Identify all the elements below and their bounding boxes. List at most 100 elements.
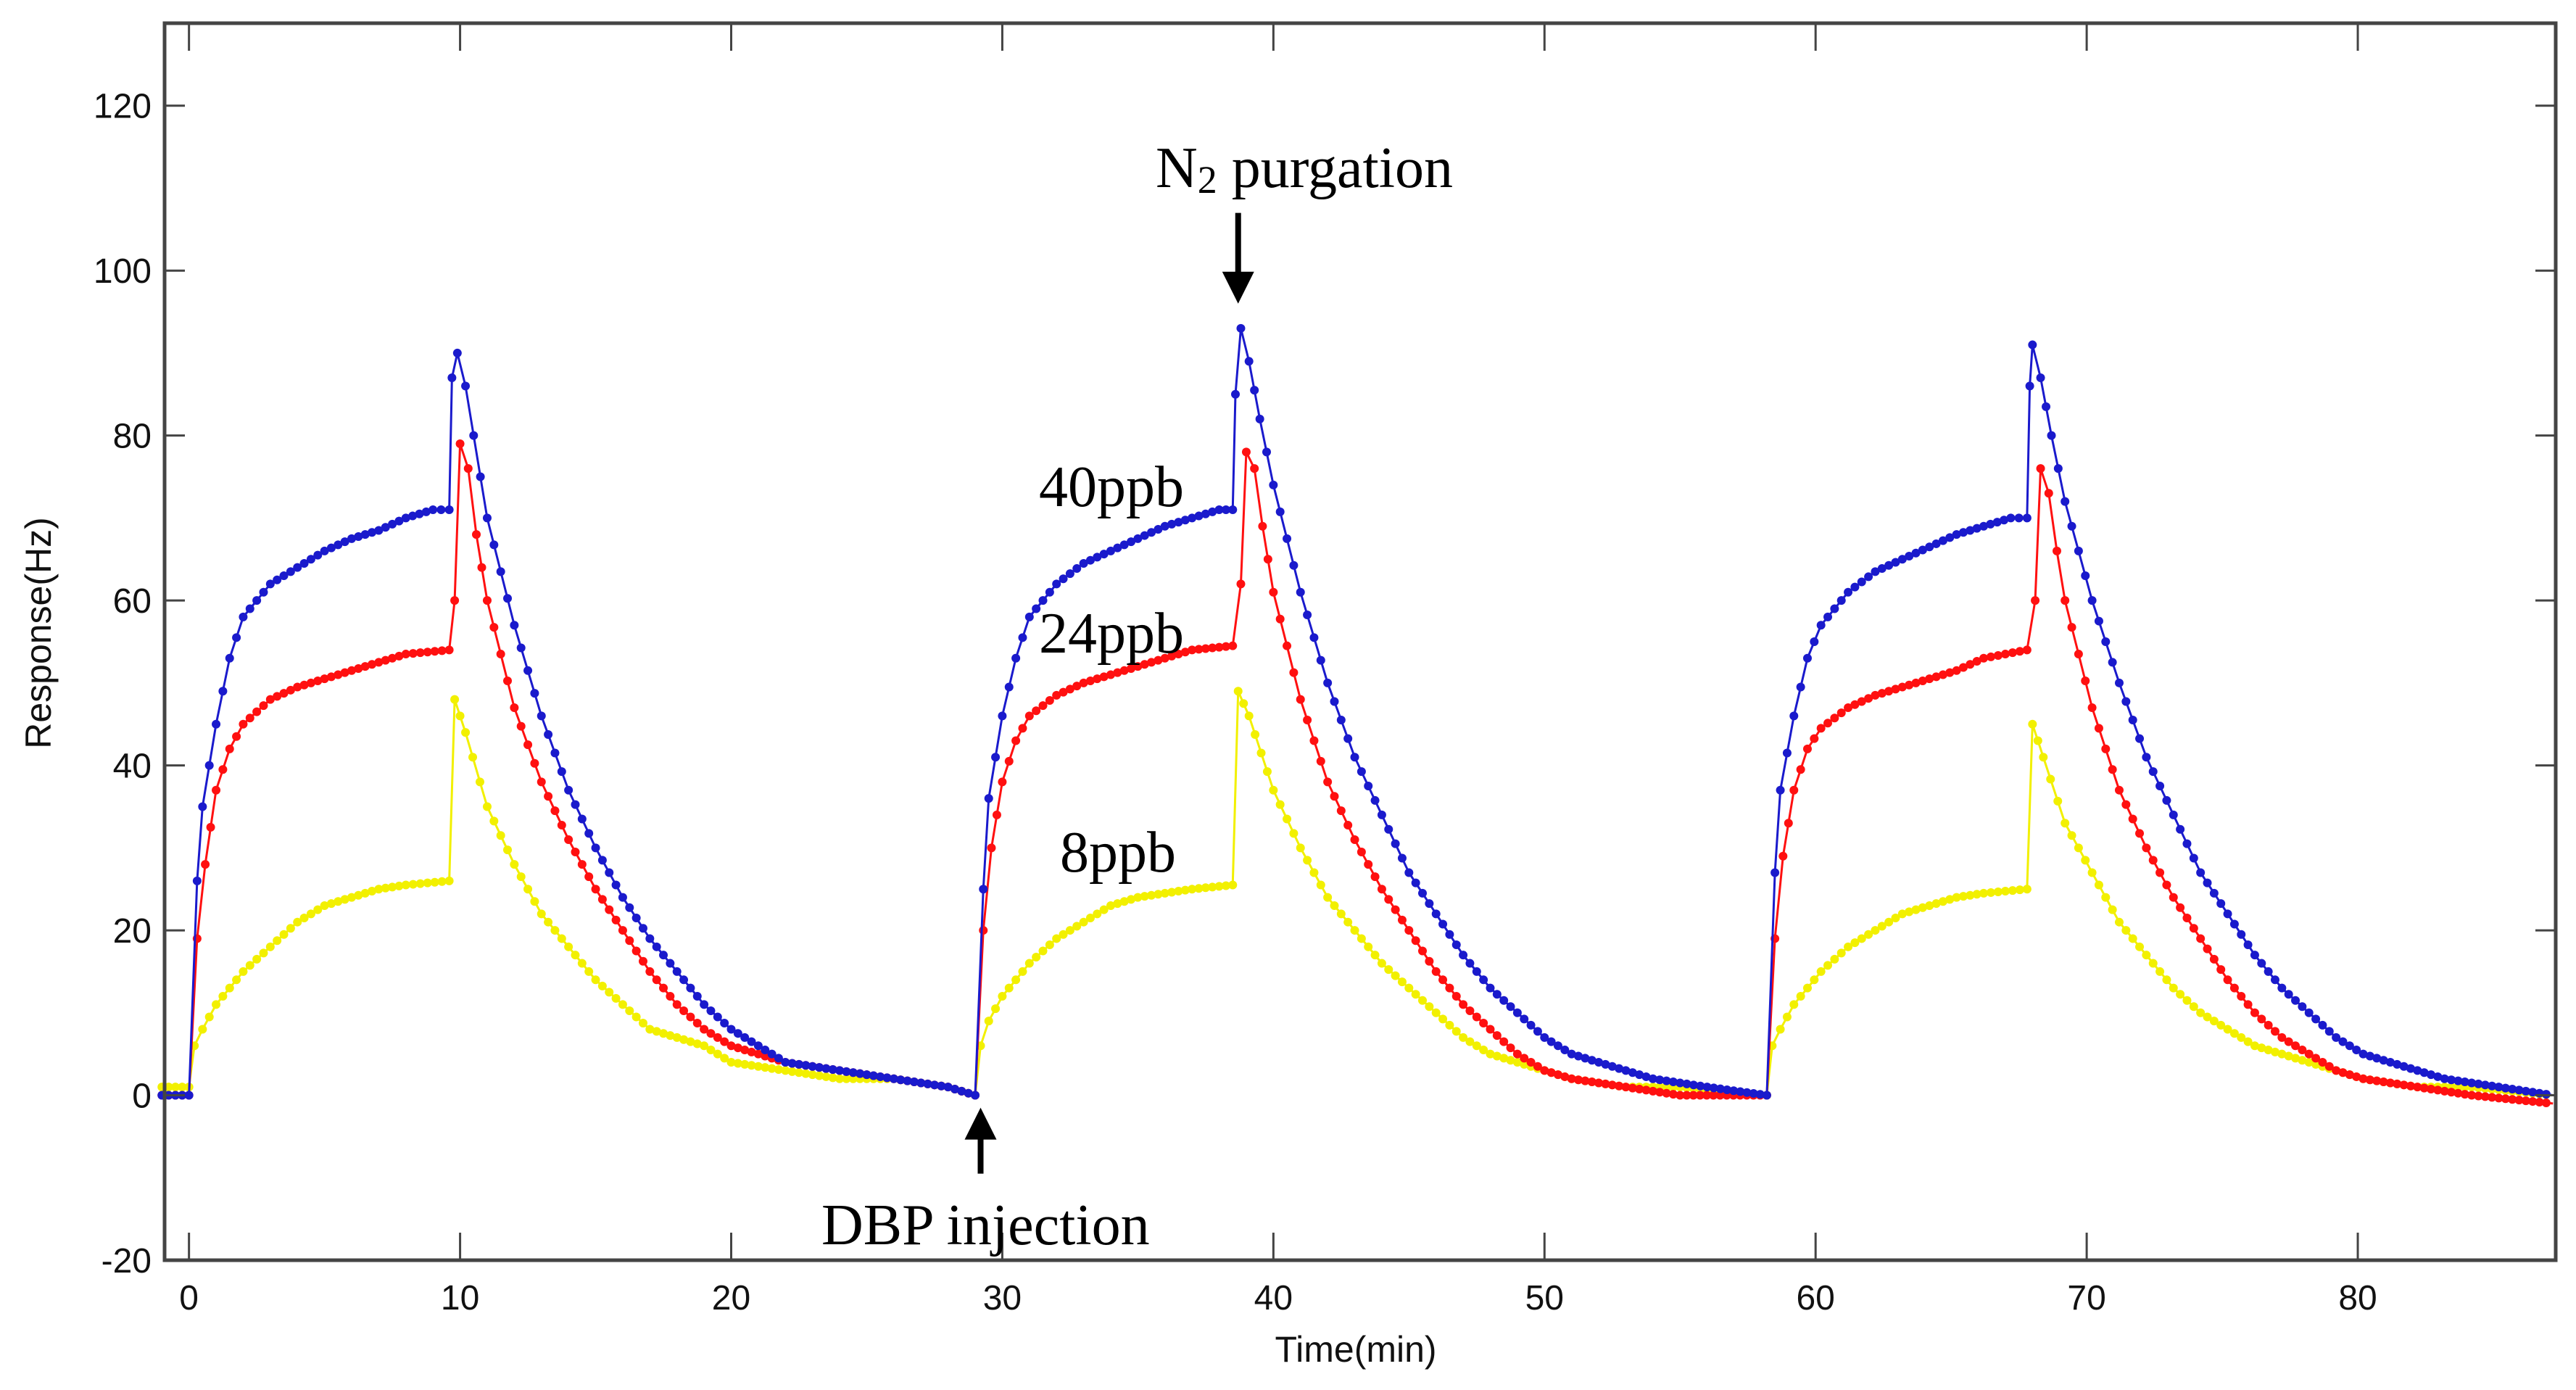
data-point [476,472,485,481]
data-point [1897,682,1907,692]
data-point [1546,1037,1556,1046]
data-point [2135,734,2145,743]
data-point [564,785,573,795]
data-point [638,956,647,966]
data-point [2419,1068,2429,1077]
data-point [2114,785,2124,795]
ticks-layer: 0 10 20 30 40 50 60 70 80 -20 0 20 40 60 80 100 120 [94,23,2556,1317]
data-point [2257,1014,2266,1024]
data-point [1479,1045,1488,1054]
data-point [998,777,1007,787]
data-point [279,689,289,698]
data-point [1160,653,1169,663]
data-point [625,903,634,912]
data-point [273,692,282,701]
data-point [1925,542,1934,552]
data-point [2196,934,2206,943]
data-point [430,877,439,887]
data-point [1945,895,1955,904]
data-point [2081,571,2090,581]
data-point [2365,1051,2374,1061]
data-point [293,682,302,692]
data-point [1958,892,1968,901]
x-tick-label: 60 [1796,1279,1834,1317]
data-point [2264,967,2273,976]
data-point [1621,1083,1631,1092]
data-point [2074,650,2083,659]
data-point [1782,748,1792,758]
data-point [320,901,329,910]
data-point [1263,555,1272,564]
data-point [2162,975,2171,985]
data-point [1024,711,1034,721]
data-point [2000,516,2009,525]
annotation-n2-purgation: N2 purgation [1156,136,1453,202]
data-point [2182,839,2192,848]
data-point [1816,621,1826,630]
data-point [794,1059,803,1069]
data-point [2508,1095,2517,1104]
data-point [903,1076,912,1085]
data-point [2121,800,2131,809]
data-point [2162,795,2171,805]
data-point [984,1017,993,1026]
data-point [1119,540,1129,550]
data-point [909,1077,919,1087]
data-point [726,1041,736,1051]
data-point [692,992,702,1001]
data-point [1958,663,1968,672]
data-point [2216,1020,2226,1030]
data-point [1938,670,1947,679]
data-point [1214,642,1224,652]
data-point [1052,579,1061,589]
data-point [408,649,418,658]
data-point [821,1072,831,1081]
data-point [1844,942,1853,951]
data-point [1871,926,1880,935]
data-point [889,1074,898,1083]
data-point [1099,672,1109,682]
data-point [2453,1088,2463,1098]
data-point [2094,880,2103,890]
data-point [2229,1029,2239,1038]
data-point [2399,1062,2409,1071]
data-point [1607,1062,1617,1071]
data-point [415,879,425,888]
data-point [987,843,996,853]
data-point [971,1091,980,1100]
data-point [1323,777,1333,787]
data-point [2501,1083,2510,1093]
data-point [461,728,471,737]
data-point [753,1062,763,1071]
data-point [2385,1078,2395,1088]
data-point [1201,509,1210,518]
data-point [1160,888,1169,898]
data-point [700,1041,709,1051]
data-point [1810,637,1819,646]
data-point [1884,917,1894,927]
data-point [1024,959,1034,968]
data-point [286,567,295,576]
data-point [1303,856,1312,865]
data-point [1445,1020,1454,1030]
data-point [1789,785,1799,795]
data-point [2440,1086,2449,1096]
data-point [2108,905,2117,914]
data-point [2142,951,2151,960]
data-point [2318,1058,2327,1067]
data-point [245,961,254,970]
data-point [530,758,539,768]
data-point [1810,975,1819,985]
data-point [1052,934,1061,943]
data-point [672,1033,682,1042]
data-point [1465,959,1475,968]
data-point [286,685,295,695]
data-point [733,1043,742,1053]
data-point [835,1066,845,1075]
data-point [2467,1091,2477,1100]
data-point [1755,1090,1765,1099]
data-point [1336,806,1346,816]
data-point [991,753,1001,762]
data-point [1330,901,1339,910]
data-point [2074,843,2083,853]
